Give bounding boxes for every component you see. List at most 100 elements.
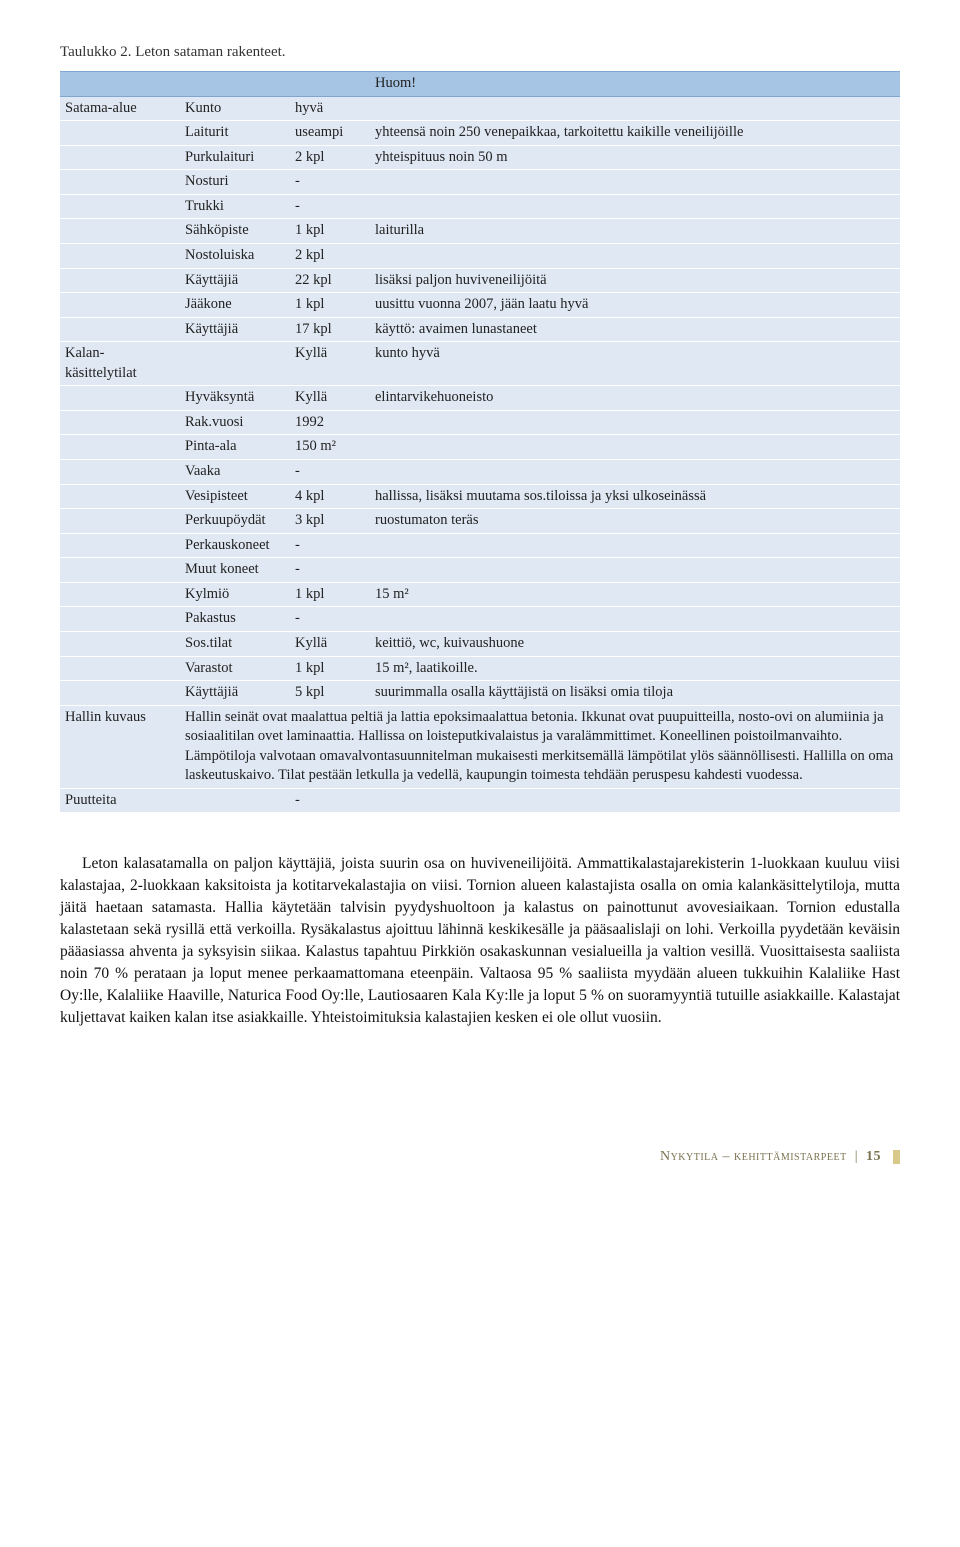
- table-cell: [60, 170, 180, 195]
- table-cell: 22 kpl: [290, 268, 370, 293]
- table-cell: [180, 342, 290, 386]
- table-cell: [370, 788, 900, 813]
- table-cell: Laiturit: [180, 121, 290, 146]
- table-cell: Kyllä: [290, 342, 370, 386]
- table-cell: [60, 145, 180, 170]
- table-header-cell: [290, 72, 370, 97]
- table-cell: [370, 96, 900, 121]
- table-cell: hyvä: [290, 96, 370, 121]
- table-row: Käyttäjiä22 kpllisäksi paljon huviveneil…: [60, 268, 900, 293]
- table-cell: [370, 243, 900, 268]
- table-cell: Pinta-ala: [180, 435, 290, 460]
- table-row: Sähköpiste1 kpllaiturilla: [60, 219, 900, 244]
- table-cell: [370, 558, 900, 583]
- table-cell: Käyttäjiä: [180, 317, 290, 342]
- table-cell: ruostumaton teräs: [370, 509, 900, 534]
- footer-page-number: 15: [866, 1149, 881, 1164]
- table-cell: [370, 607, 900, 632]
- table-row: Hallin kuvausHallin seinät ovat maalattu…: [60, 705, 900, 788]
- table-cell: [60, 317, 180, 342]
- table-cell: Nosturi: [180, 170, 290, 195]
- footer-section: Nykytila – kehittämistarpeet: [660, 1149, 847, 1164]
- table-cell: käyttö: avaimen lunastaneet: [370, 317, 900, 342]
- table-cell: Hyväksyntä: [180, 386, 290, 411]
- table-cell: -: [290, 607, 370, 632]
- table-cell: -: [290, 170, 370, 195]
- table-row: Sos.tilatKylläkeittiö, wc, kuivaushuone: [60, 631, 900, 656]
- table-row: Trukki-: [60, 194, 900, 219]
- table-cell: yhteensä noin 250 venepaikkaa, tarkoitet…: [370, 121, 900, 146]
- table-cell: [60, 219, 180, 244]
- table-cell: [60, 386, 180, 411]
- table-cell: [60, 533, 180, 558]
- table-row: Kalan-käsittelytilatKylläkunto hyvä: [60, 342, 900, 386]
- table-cell: Kunto: [180, 96, 290, 121]
- table-cell: Muut koneet: [180, 558, 290, 583]
- table-cell: Perkuupöydät: [180, 509, 290, 534]
- table-row: Satama-alueKuntohyvä: [60, 96, 900, 121]
- table-header-cell: Huom!: [370, 72, 900, 97]
- table-cell: 1 kpl: [290, 293, 370, 318]
- table-row: Käyttäjiä17 kplkäyttö: avaimen lunastane…: [60, 317, 900, 342]
- table-cell: [60, 631, 180, 656]
- table-cell: Pakastus: [180, 607, 290, 632]
- table-row: Rak.vuosi1992: [60, 410, 900, 435]
- table-cell: 1992: [290, 410, 370, 435]
- table-cell: -: [290, 460, 370, 485]
- table-cell: Puutteita: [60, 788, 180, 813]
- table-cell: 15 m², laatikoille.: [370, 656, 900, 681]
- table-row: Vaaka-: [60, 460, 900, 485]
- table-cell: [60, 509, 180, 534]
- table-cell: Kylmiö: [180, 582, 290, 607]
- table-cell: 17 kpl: [290, 317, 370, 342]
- table-cell: yhteispituus noin 50 m: [370, 145, 900, 170]
- page-footer: Nykytila – kehittämistarpeet | 15: [60, 1149, 900, 1165]
- table-cell: Käyttäjiä: [180, 681, 290, 706]
- table-cell: [370, 435, 900, 460]
- table-cell: 1 kpl: [290, 219, 370, 244]
- table-cell: 150 m²: [290, 435, 370, 460]
- table-cell: Jääkone: [180, 293, 290, 318]
- table-cell: -: [290, 533, 370, 558]
- table-row: Puutteita-: [60, 788, 900, 813]
- table-cell: Sähköpiste: [180, 219, 290, 244]
- table-cell: Perkauskoneet: [180, 533, 290, 558]
- table-cell: [180, 788, 290, 813]
- table-cell: [60, 243, 180, 268]
- table-cell: [60, 121, 180, 146]
- table-caption: Taulukko 2. Leton sataman rakenteet.: [60, 44, 900, 61]
- table-cell: lisäksi paljon huviveneilijöitä: [370, 268, 900, 293]
- table-cell: useampi: [290, 121, 370, 146]
- table-cell: Kyllä: [290, 386, 370, 411]
- table-cell: Sos.tilat: [180, 631, 290, 656]
- table-row: Nosturi-: [60, 170, 900, 195]
- table-cell: [60, 484, 180, 509]
- table-cell: [60, 558, 180, 583]
- table-cell: 2 kpl: [290, 243, 370, 268]
- table-cell: 1 kpl: [290, 656, 370, 681]
- table-cell: [370, 170, 900, 195]
- table-cell: [370, 194, 900, 219]
- table-cell: Hallin seinät ovat maalattua peltiä ja l…: [180, 705, 900, 788]
- table-cell: [60, 681, 180, 706]
- table-header-cell: [60, 72, 180, 97]
- table-row: Nostoluiska2 kpl: [60, 243, 900, 268]
- table-cell: kunto hyvä: [370, 342, 900, 386]
- table-row: Varastot1 kpl15 m², laatikoille.: [60, 656, 900, 681]
- table-cell: 2 kpl: [290, 145, 370, 170]
- table-cell: 4 kpl: [290, 484, 370, 509]
- table-cell: Hallin kuvaus: [60, 705, 180, 788]
- table-row: Muut koneet-: [60, 558, 900, 583]
- table-cell: -: [290, 558, 370, 583]
- footer-edge-chip: [893, 1150, 900, 1164]
- table-cell: laiturilla: [370, 219, 900, 244]
- table-cell: Käyttäjiä: [180, 268, 290, 293]
- table-header-cell: [180, 72, 290, 97]
- table-cell: Kyllä: [290, 631, 370, 656]
- table-cell: Varastot: [180, 656, 290, 681]
- structure-table: Huom!Satama-alueKuntohyväLaiturituseampi…: [60, 71, 900, 813]
- table-cell: 3 kpl: [290, 509, 370, 534]
- body-paragraph: Leton kalasatamalla on paljon käyttäjiä,…: [60, 853, 900, 1029]
- table-cell: Trukki: [180, 194, 290, 219]
- table-cell: uusittu vuonna 2007, jään laatu hyvä: [370, 293, 900, 318]
